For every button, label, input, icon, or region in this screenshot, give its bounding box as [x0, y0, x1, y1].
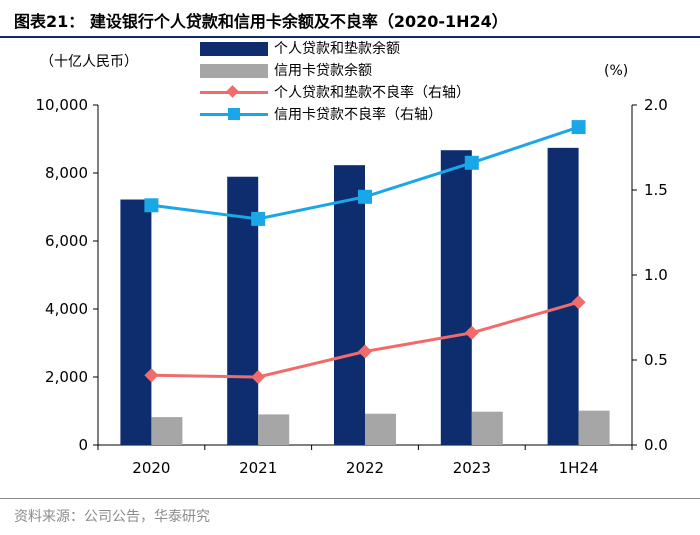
right-tick-label: 1.5 — [644, 181, 668, 199]
bar-personal-loans — [440, 150, 472, 445]
left-tick-label: 10,000 — [36, 96, 89, 114]
legend-swatch-credit-card — [200, 60, 268, 82]
right-tick-label: 0.0 — [644, 436, 668, 454]
legend-swatch-credit-card-npl — [200, 104, 268, 126]
legend-item-personal-loans: 个人贷款和垫款余额 — [200, 38, 470, 60]
bar-credit-card — [365, 413, 396, 445]
legend-swatch-personal-loans — [200, 38, 268, 60]
bar-credit-card — [151, 417, 183, 445]
source-note: 资料来源：公司公告，华泰研究 — [14, 509, 210, 525]
point-credit-card-npl — [358, 189, 372, 204]
title-rule — [0, 36, 700, 38]
bar-personal-loans — [547, 147, 579, 445]
x-tick-label: 2021 — [239, 459, 277, 477]
bar-credit-card — [578, 410, 610, 445]
legend-label-personal-loans: 个人贷款和垫款余额 — [274, 41, 400, 57]
point-personal-npl — [144, 368, 159, 383]
point-credit-card-npl — [464, 155, 479, 170]
footer-rule — [0, 498, 700, 499]
legend-item-credit-card-npl: 信用卡贷款不良率（右轴） — [200, 104, 470, 126]
left-tick-label: 4,000 — [45, 300, 88, 318]
right-tick-label: 1.0 — [644, 266, 668, 284]
x-tick-label: 2020 — [132, 459, 170, 477]
point-personal-npl — [251, 370, 266, 384]
x-tick-label: 2022 — [346, 459, 384, 477]
x-tick-label: 2023 — [453, 459, 491, 477]
point-personal-npl — [571, 295, 586, 310]
legend-label-credit-card-npl: 信用卡贷款不良率（右轴） — [274, 107, 442, 123]
point-credit-card-npl — [144, 198, 159, 213]
legend: 个人贷款和垫款余额 信用卡贷款余额 个人贷款和垫款不良率（右轴） 信用卡贷款不良… — [200, 38, 470, 126]
bar-credit-card — [258, 414, 290, 445]
legend-item-personal-npl: 个人贷款和垫款不良率（右轴） — [200, 82, 470, 104]
left-tick-label: 8,000 — [45, 164, 88, 182]
point-personal-npl — [464, 325, 479, 340]
point-credit-card-npl — [251, 211, 266, 226]
left-axis-unit: （十亿人民币） — [40, 54, 138, 70]
point-personal-npl — [358, 344, 372, 359]
bar-personal-loans — [120, 199, 152, 445]
right-tick-label: 2.0 — [644, 96, 668, 114]
right-axis-unit: (%) — [604, 63, 629, 79]
legend-swatch-personal-npl — [200, 82, 268, 104]
bar-credit-card — [471, 411, 503, 445]
point-credit-card-npl — [571, 120, 586, 135]
legend-label-personal-npl: 个人贷款和垫款不良率（右轴） — [274, 85, 470, 101]
legend-item-credit-card: 信用卡贷款余额 — [200, 60, 470, 82]
left-tick-label: 2,000 — [45, 368, 88, 386]
chart-title: 图表21： 建设银行个人贷款和信用卡余额及不良率（2020-1H24） — [14, 12, 508, 31]
x-tick-label: 1H24 — [559, 459, 599, 477]
legend-label-credit-card: 信用卡贷款余额 — [274, 63, 372, 79]
bar-personal-loans — [334, 165, 365, 445]
right-tick-label: 0.5 — [644, 351, 668, 369]
left-tick-label: 6,000 — [45, 232, 88, 250]
left-tick-label: 0 — [78, 436, 88, 454]
